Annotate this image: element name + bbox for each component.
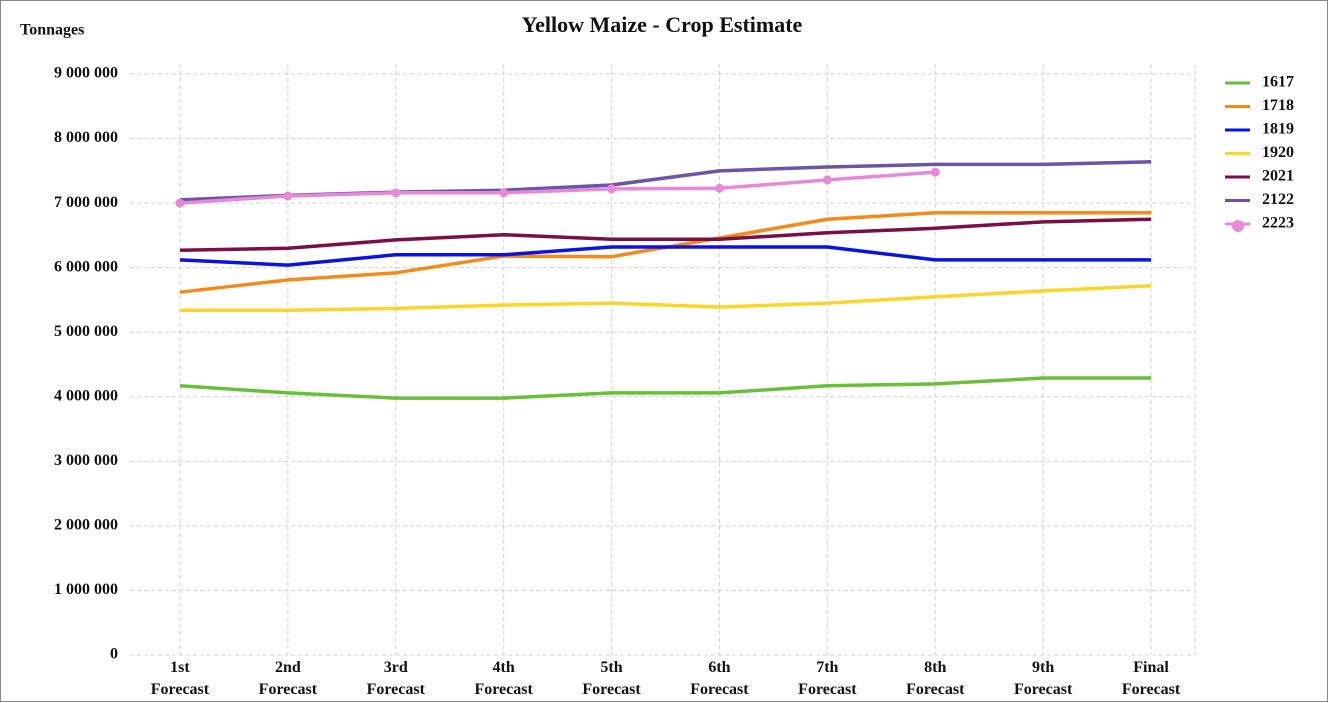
legend-label: 1617 [1262,74,1294,91]
x-tick-label: 6th Forecast [690,659,749,698]
y-tick-label: 6 000 000 [54,258,118,275]
legend-label: 1819 [1262,121,1294,138]
x-tick-label: 9th Forecast [1013,659,1073,698]
series-marker [607,184,617,194]
series-line [179,283,1152,313]
series-marker [930,167,940,177]
y-tick-label: 9 000 000 [54,65,118,82]
y-tick-label: 7 000 000 [54,194,118,211]
y-tick-label: 8 000 000 [54,129,118,146]
series-line [179,170,936,205]
series-marker [283,191,293,201]
series-marker [499,188,509,198]
y-tick-label: 1 000 000 [54,581,118,598]
y-tick-label: 3 000 000 [54,452,118,469]
x-tick-label: 5th Forecast [582,659,641,698]
y-tick-label: 5 000 000 [54,323,118,340]
legend-label: 2021 [1262,168,1294,185]
x-tick-label: Final Forecast [1121,659,1181,698]
series-marker [714,183,724,193]
x-tick-label: 4th Forecast [474,659,533,698]
legend-label: 2122 [1262,191,1294,208]
x-tick-label: 3rd Forecast [366,659,425,698]
y-axis-label: Tonnages [20,22,84,39]
legend-label: 2223 [1262,215,1294,232]
chart-title: Yellow Maize - Crop Estimate [522,12,803,37]
series-marker [822,175,832,185]
x-tick-label: 8th Forecast [906,659,965,698]
legend-label: 1920 [1262,144,1294,161]
series-line [179,217,1152,252]
series-line [179,245,1152,267]
series-line [179,376,1152,400]
series-marker [391,188,401,198]
legend-label: 1718 [1262,97,1294,114]
y-tick-label: 0 [110,646,118,663]
x-tick-label: 1st Forecast [150,659,210,698]
x-tick-label: 7th Forecast [798,659,857,698]
x-tick-label: 2nd Forecast [258,659,318,698]
series-marker [175,198,185,208]
legend-marker [1232,220,1244,232]
y-tick-label: 2 000 000 [54,517,118,534]
y-tick-label: 4 000 000 [54,387,118,404]
